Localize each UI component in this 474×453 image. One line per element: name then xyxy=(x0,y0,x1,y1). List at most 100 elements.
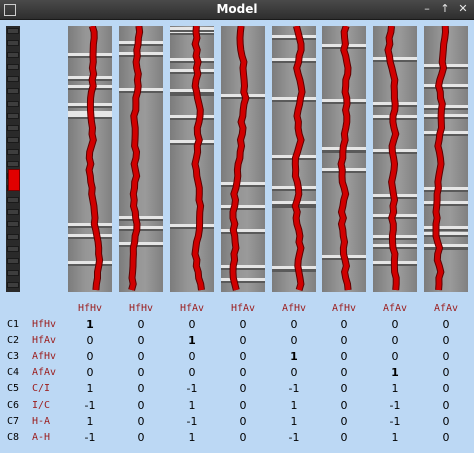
slider-segment[interactable] xyxy=(7,269,19,276)
table-cell[interactable]: 0 xyxy=(391,334,399,347)
table-cell[interactable]: 1 xyxy=(290,415,298,428)
title-bar[interactable]: Model – ↑ ✕ xyxy=(0,0,474,20)
table-cell[interactable]: 0 xyxy=(442,415,450,428)
table-cell[interactable]: 1 xyxy=(188,399,196,412)
slider-segment[interactable] xyxy=(7,148,19,155)
table-cell[interactable]: 0 xyxy=(188,318,196,331)
table-cell[interactable]: 0 xyxy=(442,382,450,395)
table-cell[interactable]: 0 xyxy=(340,399,348,412)
table-cell[interactable]: 0 xyxy=(340,382,348,395)
table-cell[interactable]: 0 xyxy=(137,415,145,428)
table-cell[interactable]: 0 xyxy=(239,334,247,347)
slider-segment[interactable] xyxy=(7,136,19,143)
table-cell[interactable]: -1 xyxy=(84,399,96,412)
table-cell[interactable]: 0 xyxy=(86,366,94,379)
table-cell[interactable]: 0 xyxy=(442,350,450,363)
artifact-shadow xyxy=(119,229,163,231)
table-cell[interactable]: 1 xyxy=(391,431,399,444)
slider-segment[interactable] xyxy=(7,124,19,131)
slider-segment[interactable] xyxy=(7,64,19,71)
table-cell[interactable]: 0 xyxy=(137,318,145,331)
table-cell[interactable]: 0 xyxy=(340,334,348,347)
table-cell[interactable]: 1 xyxy=(391,366,399,379)
table-cell[interactable]: 0 xyxy=(340,366,348,379)
slider-segment[interactable] xyxy=(7,88,19,95)
trace-line xyxy=(385,26,399,291)
table-cell[interactable]: 1 xyxy=(86,318,94,331)
table-cell[interactable]: -1 xyxy=(389,399,401,412)
table-cell[interactable]: 0 xyxy=(239,318,247,331)
slider-segment[interactable] xyxy=(7,209,19,216)
table-cell[interactable]: 0 xyxy=(442,334,450,347)
table-cell[interactable]: 0 xyxy=(86,334,94,347)
table-cell[interactable]: 1 xyxy=(188,431,196,444)
table-cell[interactable]: 0 xyxy=(442,399,450,412)
table-cell[interactable]: 0 xyxy=(188,366,196,379)
table-cell[interactable]: -1 xyxy=(288,431,300,444)
table-cell[interactable]: 0 xyxy=(340,318,348,331)
table-cell[interactable]: 0 xyxy=(137,366,145,379)
table-cell[interactable]: 0 xyxy=(137,334,145,347)
table-cell[interactable]: -1 xyxy=(389,415,401,428)
table-cell[interactable]: -1 xyxy=(186,382,198,395)
artifact-shadow xyxy=(424,229,468,231)
table-cell[interactable]: 0 xyxy=(442,366,450,379)
window-menu-icon[interactable] xyxy=(4,4,16,16)
table-cell[interactable]: 1 xyxy=(86,415,94,428)
table-cell[interactable]: 1 xyxy=(188,334,196,347)
table-cell[interactable]: 0 xyxy=(86,350,94,363)
table-cell[interactable]: 0 xyxy=(290,366,298,379)
table-cell[interactable]: 0 xyxy=(340,415,348,428)
table-cell[interactable]: 0 xyxy=(137,350,145,363)
slider-thumb[interactable] xyxy=(8,169,20,192)
maximize-icon[interactable]: ↑ xyxy=(440,2,450,15)
row-code: C1 xyxy=(7,319,20,330)
table-cell[interactable]: 0 xyxy=(391,350,399,363)
slider-segment[interactable] xyxy=(7,52,19,59)
column-header: HfAv xyxy=(230,303,256,314)
trace-line xyxy=(433,26,449,291)
table-cell[interactable]: 0 xyxy=(340,431,348,444)
slider-segment[interactable] xyxy=(7,281,19,288)
table-cell[interactable]: -1 xyxy=(186,415,198,428)
table-cell[interactable]: 1 xyxy=(391,382,399,395)
table-cell[interactable]: 1 xyxy=(290,399,298,412)
table-cell[interactable]: 0 xyxy=(239,366,247,379)
table-cell[interactable]: 0 xyxy=(239,415,247,428)
table-cell[interactable]: 1 xyxy=(86,382,94,395)
artifact-band xyxy=(170,115,214,118)
close-icon[interactable]: ✕ xyxy=(458,2,468,15)
table-cell[interactable]: 0 xyxy=(239,431,247,444)
table-cell[interactable]: 0 xyxy=(137,382,145,395)
table-cell[interactable]: -1 xyxy=(84,431,96,444)
slider-segment[interactable] xyxy=(7,161,19,167)
slider-segment[interactable] xyxy=(7,28,19,34)
slider-segment[interactable] xyxy=(7,197,19,204)
slider-segment[interactable] xyxy=(7,233,19,240)
row-code: C5 xyxy=(7,383,20,394)
slider-segment[interactable] xyxy=(7,100,19,107)
table-cell[interactable]: 1 xyxy=(290,350,298,363)
table-cell[interactable]: 0 xyxy=(442,431,450,444)
slice-slider[interactable] xyxy=(6,26,20,292)
table-cell[interactable]: 0 xyxy=(290,318,298,331)
table-cell[interactable]: 0 xyxy=(137,431,145,444)
table-cell[interactable]: 0 xyxy=(239,350,247,363)
table-cell[interactable]: 0 xyxy=(239,399,247,412)
table-cell[interactable]: 0 xyxy=(137,399,145,412)
table-cell[interactable]: 0 xyxy=(188,350,196,363)
table-cell[interactable]: 0 xyxy=(290,334,298,347)
slider-segment[interactable] xyxy=(7,112,19,119)
slider-segment[interactable] xyxy=(7,76,19,83)
slider-segment[interactable] xyxy=(7,245,19,252)
slider-segment[interactable] xyxy=(7,257,19,264)
table-cell[interactable]: 0 xyxy=(391,318,399,331)
slider-segment[interactable] xyxy=(7,40,19,47)
table-cell[interactable]: 0 xyxy=(340,350,348,363)
minimize-icon[interactable]: – xyxy=(424,2,430,15)
table-cell[interactable]: 0 xyxy=(442,318,450,331)
slider-segment[interactable] xyxy=(7,221,19,228)
table-cell[interactable]: 0 xyxy=(239,382,247,395)
table-cell[interactable]: -1 xyxy=(288,382,300,395)
artifact-shadow xyxy=(170,92,214,94)
